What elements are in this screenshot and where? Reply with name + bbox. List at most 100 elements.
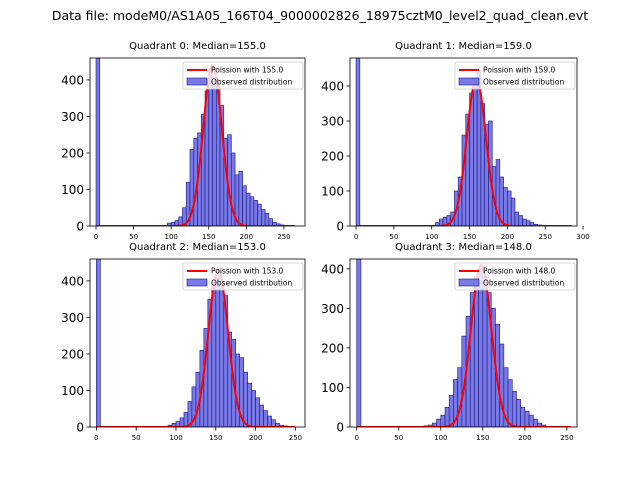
y-tick-label: 100 <box>61 183 84 197</box>
legend-bar-swatch <box>458 77 480 86</box>
histogram-bar <box>440 414 446 427</box>
y-tick-label: 200 <box>61 146 84 160</box>
y-tick-label: 300 <box>61 311 84 325</box>
histogram-bar <box>503 187 508 226</box>
x-tick-label: 250 <box>539 233 552 241</box>
y-tick-label: 0 <box>76 220 84 234</box>
poisson-curve <box>356 263 572 427</box>
legend-box <box>454 262 576 291</box>
x-tick-label: 0 <box>94 434 98 442</box>
x-tick-label: 50 <box>389 233 398 241</box>
x-tick-label: 100 <box>425 233 438 241</box>
quadrant-2-chart: Quadrant 2: Median=153.0 0 50 100 150 200 250 0… <box>61 242 306 442</box>
histogram-bar <box>257 203 262 226</box>
histogram-bar <box>511 391 517 427</box>
y-tick-label: 200 <box>321 341 344 355</box>
histogram-bar <box>271 419 276 427</box>
x-tick-label: 100 <box>434 434 447 442</box>
legend: Poission with 148.0 Observed distribution <box>454 262 576 291</box>
histogram-bar <box>179 417 185 427</box>
histogram-bar <box>263 410 268 427</box>
x-tick-label: 200 <box>240 233 253 241</box>
legend-poisson-label: Poission with 159.0 <box>483 66 556 75</box>
quadrant-1-title: Quadrant 1: Median=159.0 <box>395 41 532 52</box>
histogram-bar <box>253 200 258 226</box>
histogram-bar <box>356 259 362 427</box>
x-tick-label: 100 <box>169 434 182 442</box>
y-tick-label: 400 <box>61 274 84 288</box>
histogram-bar <box>251 390 256 427</box>
histogram-bar <box>246 192 251 226</box>
histogram-bar <box>215 269 221 427</box>
histogram-bar <box>478 268 484 427</box>
legend-observed-label: Observed distribution <box>211 279 292 288</box>
legend: Poission with 153.0 Observed distribution <box>182 262 304 291</box>
histogram-bar <box>444 406 450 427</box>
histogram-bar <box>238 170 243 226</box>
histogram-bar <box>355 58 361 226</box>
histogram-bar <box>518 215 523 226</box>
histogram-bar <box>261 209 266 226</box>
histogram-bar <box>235 353 241 427</box>
y-tick-label: 0 <box>76 421 84 435</box>
histogram-bar <box>212 79 217 226</box>
y-tick-label: 400 <box>61 73 84 87</box>
histogram-bar <box>499 343 505 427</box>
legend: Poission with 159.0 Observed distribution <box>454 61 576 90</box>
legend-box <box>182 262 304 291</box>
quadrant-3-chart: Quadrant 3: Median=148.0 0 50 100 150 200 250 0… <box>321 242 578 442</box>
histogram-bar <box>520 406 526 427</box>
quadrant-panels: Quadrant 0: Median=155.0 0 50 100 150 200 250 0… <box>61 41 590 442</box>
quadrant-0-chart: Quadrant 0: Median=155.0 0 50 100 150 200 250 0… <box>61 41 306 241</box>
histogram-bar <box>516 399 521 427</box>
quadrant-2-title: Quadrant 2: Median=153.0 <box>129 242 266 253</box>
x-tick-label: 250 <box>277 233 290 241</box>
histogram-bar <box>208 68 213 226</box>
y-tick-label: 200 <box>321 150 344 164</box>
legend-bar-swatch <box>186 278 208 287</box>
histogram-bar <box>243 371 248 427</box>
legend-observed-label: Observed distribution <box>483 78 564 87</box>
y-tick-label: 100 <box>321 185 344 199</box>
histogram-bar <box>482 276 488 427</box>
histogram-bar <box>457 367 463 427</box>
poisson-curve <box>96 64 296 226</box>
axes-frame <box>89 258 306 428</box>
x-tick-label: 0 <box>354 434 358 442</box>
histogram-bar <box>507 379 513 427</box>
histogram-bar <box>524 410 530 427</box>
y-tick-label: 400 <box>321 262 344 276</box>
x-tick-label: 250 <box>289 434 302 442</box>
x-tick-label: 200 <box>501 233 514 241</box>
y-tick-label: 300 <box>61 110 84 124</box>
histogram-bar <box>267 415 272 427</box>
x-tick-label: 50 <box>129 233 138 241</box>
histogram-bar <box>264 212 270 226</box>
histogram-bar <box>242 185 247 226</box>
plot-area <box>355 58 572 226</box>
poisson-curve <box>356 77 572 226</box>
legend-bar-swatch <box>458 278 480 287</box>
histogram-bar <box>96 259 101 427</box>
histogram-bar <box>522 218 527 226</box>
y-tick-label: 100 <box>321 381 344 395</box>
legend-observed-label: Observed distribution <box>211 78 292 87</box>
histogram-bar <box>268 218 273 226</box>
axes-frame <box>349 258 578 428</box>
histogram-bar <box>249 196 255 226</box>
histogram-bar <box>255 397 260 427</box>
y-tick-label: 300 <box>321 115 344 129</box>
histogram-bar <box>514 211 520 226</box>
x-tick-label: 50 <box>394 434 403 442</box>
y-tick-label: 0 <box>336 220 344 234</box>
histogram-bar <box>247 382 252 427</box>
x-tick-label: 100 <box>165 233 178 241</box>
histogram-bar <box>436 418 442 427</box>
axes-frame <box>349 57 578 227</box>
x-tick-label: 150 <box>209 434 222 442</box>
x-tick-label: 150 <box>202 233 215 241</box>
axes-frame <box>89 57 306 227</box>
x-tick-label: 150 <box>476 434 489 442</box>
legend-bar-swatch <box>186 77 208 86</box>
